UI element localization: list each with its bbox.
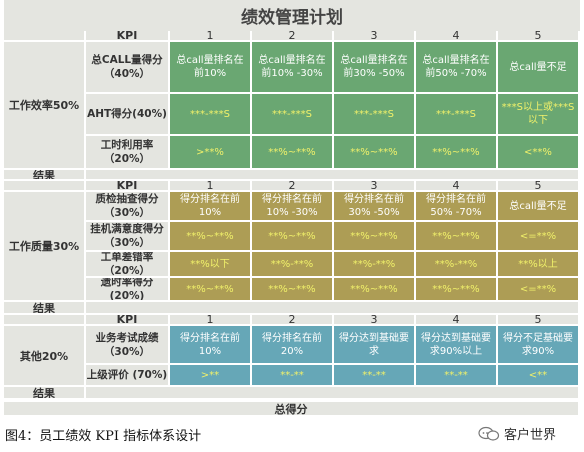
- kpi-level-cell: **%以上: [498, 252, 580, 278]
- kpi-level-cell: 得分达到基础要求90%以上: [416, 326, 498, 365]
- kpi-row-label: AHT得分(40%): [86, 94, 170, 136]
- kpi-level-4: 4: [416, 315, 498, 326]
- kpi-level-cell: 总call量排名在前10%: [170, 42, 252, 94]
- kpi-level-cell: 总call量不足: [498, 192, 580, 222]
- kpi-level-1: 1: [170, 315, 252, 326]
- kpi-header-label: KPI: [86, 315, 170, 326]
- kpi-row-label: 总CALL量得分（40%）: [86, 42, 170, 94]
- kpi-table: 绩效管理计划 KPI 1 2 3 4 5 工作效率50% 总CALL量得分（40%） 总call量…: [4, 0, 580, 419]
- kpi-level-cell: 得分排名在前30% -50%: [334, 192, 416, 222]
- kpi-level-4: 4: [416, 31, 498, 42]
- kpi-level-cell: **%-**%: [334, 252, 416, 278]
- kpi-level-cell: 总call量排名在前30% -50%: [334, 42, 416, 94]
- kpi-level-2: 2: [252, 31, 334, 42]
- kpi-level-cell: 得分排名在前10% -30%: [252, 192, 334, 222]
- section-name: 工作效率50%: [4, 42, 86, 170]
- kpi-level-cell: **%-**%: [252, 252, 334, 278]
- kpi-row-label: 上级评价 (70%): [86, 365, 170, 387]
- kpi-level-cell: **%~**%: [334, 136, 416, 170]
- kpi-level-cell: 得分排名在前10%: [170, 326, 252, 365]
- kpi-level-5: 5: [498, 315, 580, 326]
- kpi-level-cell: 得分达到基础要求: [334, 326, 416, 365]
- kpi-header-blank: [4, 181, 86, 192]
- figure-caption: 图4：员工绩效 KPI 指标体系设计: [5, 429, 202, 444]
- kpi-level-cell: **%~**%: [416, 136, 498, 170]
- kpi-level-cell: **%以下: [170, 252, 252, 278]
- result-row: [86, 302, 580, 315]
- kpi-level-cell: 总call量不足: [498, 42, 580, 94]
- kpi-level-cell: **%~**%: [334, 278, 416, 302]
- kpi-level-cell: 得分排名在前50% -70%: [416, 192, 498, 222]
- kpi-level-cell: >**%: [170, 136, 252, 170]
- kpi-level-cell: ***-***S: [252, 94, 334, 136]
- kpi-level-cell: 得分排名在前10%: [170, 192, 252, 222]
- kpi-level-4: 4: [416, 181, 498, 192]
- kpi-level-2: 2: [252, 181, 334, 192]
- kpi-level-3: 3: [334, 315, 416, 326]
- kpi-level-cell: >**: [170, 365, 252, 387]
- section-name: 其他20%: [4, 326, 86, 387]
- speech-bubble-icon: [478, 426, 500, 441]
- kpi-level-5: 5: [498, 31, 580, 42]
- result-label: 结果: [4, 302, 86, 315]
- kpi-header-blank: [4, 315, 86, 326]
- kpi-header-label: KPI: [86, 31, 170, 42]
- kpi-level-cell: **%~**%: [416, 278, 498, 302]
- kpi-level-cell: **%~**%: [252, 278, 334, 302]
- kpi-row-label: 业务考试成绩（30%）: [86, 326, 170, 365]
- kpi-level-cell: **%~**%: [170, 278, 252, 302]
- result-label: 结果: [4, 387, 86, 400]
- kpi-row-label: 遗时率得分(20%): [86, 278, 170, 302]
- kpi-level-3: 3: [334, 31, 416, 42]
- kpi-level-cell: **-**: [416, 365, 498, 387]
- total-score-label: 总得分: [4, 402, 580, 417]
- kpi-level-cell: <=**%: [498, 222, 580, 252]
- kpi-level-cell: **%~**%: [416, 222, 498, 252]
- kpi-row-label: 挂机满意度得分（30%）: [86, 222, 170, 252]
- result-row: [86, 170, 580, 181]
- result-label: 结果: [4, 170, 86, 181]
- kpi-level-cell: **%~**%: [170, 222, 252, 252]
- section-name: 工作质量30%: [4, 192, 86, 302]
- kpi-level-cell: 得分排名在前20%: [252, 326, 334, 365]
- kpi-level-cell: **%-**%: [416, 252, 498, 278]
- kpi-level-cell: **%~**%: [334, 222, 416, 252]
- brand-name: 客户世界: [504, 428, 557, 443]
- kpi-level-cell: **%~**%: [252, 222, 334, 252]
- kpi-level-cell: ***-***S: [334, 94, 416, 136]
- kpi-level-cell: ***S以上或***S以下: [498, 94, 580, 136]
- kpi-row-label: 工时利用率（20%）: [86, 136, 170, 170]
- kpi-level-1: 1: [170, 181, 252, 192]
- kpi-level-cell: <=**%: [498, 278, 580, 302]
- kpi-level-cell: <**: [498, 365, 580, 387]
- kpi-level-cell: **%~**%: [252, 136, 334, 170]
- kpi-level-cell: 总call量排名在前10% -30%: [252, 42, 334, 94]
- kpi-level-1: 1: [170, 31, 252, 42]
- kpi-row-label: 工单差错率（20%）: [86, 252, 170, 278]
- kpi-level-cell: 总call量排名在前50% -70%: [416, 42, 498, 94]
- kpi-level-cell: ***-***S: [170, 94, 252, 136]
- kpi-level-cell: 得分不足基础要求90%: [498, 326, 580, 365]
- kpi-level-cell: ***-***S: [416, 94, 498, 136]
- result-row: [86, 387, 580, 400]
- kpi-level-cell: **-**: [252, 365, 334, 387]
- kpi-header-label: KPI: [86, 181, 170, 192]
- kpi-header-blank: [4, 31, 86, 42]
- page-title: 绩效管理计划: [4, 0, 580, 31]
- kpi-level-cell: <**%: [498, 136, 580, 170]
- kpi-level-3: 3: [334, 181, 416, 192]
- kpi-level-cell: **-**: [334, 365, 416, 387]
- brand-watermark: 客户世界: [478, 424, 556, 443]
- kpi-level-2: 2: [252, 315, 334, 326]
- kpi-row-label: 质检抽查得分（30%）: [86, 192, 170, 222]
- kpi-level-5: 5: [498, 181, 580, 192]
